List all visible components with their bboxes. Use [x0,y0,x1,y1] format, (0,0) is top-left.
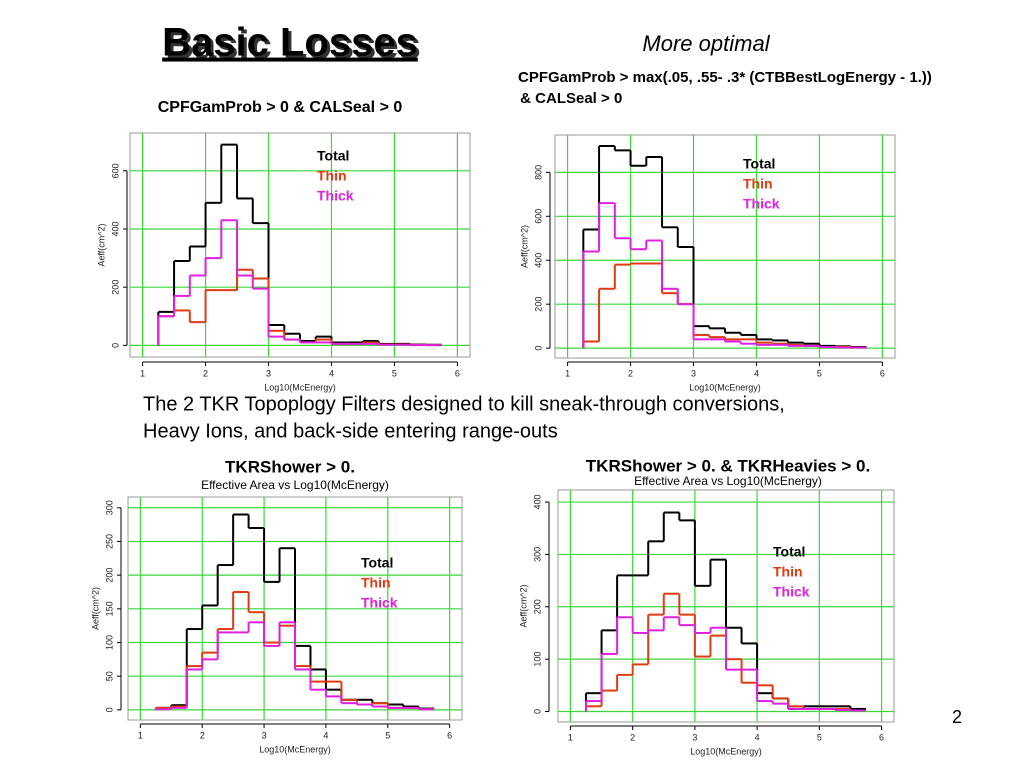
y-tick-label: 0 [110,343,120,348]
legend-entry: Thin [773,564,803,580]
y-tick-label: 200 [533,297,543,312]
x-tick-label: 4 [329,368,334,378]
x-tick-label: 6 [455,368,460,378]
body-line: The 2 TKR Topoplogy Filters designed to … [143,393,785,415]
x-tick-label: 4 [323,730,328,740]
x-tick-label: 5 [392,368,397,378]
body-line: Heavy Ions, and back-side entering range… [143,420,558,442]
chart-title: & CALSeal > 0 [516,90,622,107]
legend-entry: Thin [317,168,347,184]
y-axis-label: Aeff(cm^2) [518,584,528,627]
y-tick-label: 200 [532,599,542,614]
y-tick-label: 300 [532,547,542,562]
y-tick-label: 200 [110,280,120,295]
x-axis-label: Log10(McEnergy) [690,746,762,756]
y-tick-label: 600 [533,209,543,224]
chart-title: TKRShower > 0. [225,457,355,476]
y-tick-label: 100 [104,635,114,650]
slide-title: Basic Losses [162,21,418,65]
x-tick-label: 2 [628,368,633,378]
y-tick-label: 0 [104,707,114,712]
y-axis-label: Aeff(cm^2) [96,223,106,266]
x-tick-label: 5 [817,368,822,378]
slide-title-shadow: Basic Losses [165,24,421,68]
y-tick-label: 400 [110,221,120,236]
x-tick-label: 3 [692,732,697,742]
x-tick-label: 6 [880,368,885,378]
x-tick-label: 6 [879,732,884,742]
legend-entry: Total [743,156,775,172]
x-tick-label: 3 [262,730,267,740]
plot-frame [557,489,895,723]
note: More optimal [642,31,770,56]
x-tick-label: 4 [754,368,759,378]
legend-entry: Thick [743,196,780,212]
legend-entry: Thick [361,595,398,611]
y-axis-label: Aeff(cm^2) [90,587,100,630]
x-tick-label: 2 [630,732,635,742]
x-tick-label: 5 [385,730,390,740]
y-axis-label: Aeff(cm^2) [519,225,529,268]
x-tick-label: 5 [817,732,822,742]
y-tick-label: 800 [533,165,543,180]
chart-title: TKRShower > 0. & TKRHeavies > 0. [586,456,870,475]
y-tick-label: 0 [532,709,542,714]
legend-entry: Thick [773,584,810,600]
x-tick-label: 2 [200,730,205,740]
y-tick-label: 300 [104,500,114,515]
x-axis-label: Log10(McEnergy) [689,382,761,392]
chart-title: CPFGamProb > 0 & CALSeal > 0 [158,99,403,116]
y-tick-label: 150 [104,601,114,616]
plot-frame [554,134,896,359]
legend-entry: Total [317,148,349,164]
y-tick-label: 50 [104,671,114,681]
x-tick-label: 4 [755,732,760,742]
page-number: 2 [952,707,962,727]
chart-subtitle: Effective Area vs Log10(McEnergy) [634,474,822,488]
legend-entry: Thin [361,575,391,591]
x-tick-label: 1 [565,368,570,378]
legend-entry: Thick [317,188,354,204]
y-tick-label: 400 [532,495,542,510]
chart-subtitle: Effective Area vs Log10(McEnergy) [201,478,389,492]
y-tick-label: 250 [104,534,114,549]
x-tick-label: 1 [138,730,143,740]
legend-entry: Thin [743,176,773,192]
y-tick-label: 600 [110,163,120,178]
y-tick-label: 0 [533,346,543,351]
x-axis-label: Log10(McEnergy) [264,382,336,392]
y-tick-label: 100 [532,652,542,667]
x-tick-label: 1 [568,732,573,742]
legend-entry: Total [773,544,805,560]
x-axis-label: Log10(McEnergy) [259,744,331,754]
legend-entry: Total [361,555,393,571]
plot-frame [129,132,471,358]
x-tick-label: 3 [266,368,271,378]
y-tick-label: 200 [104,568,114,583]
x-tick-label: 3 [691,368,696,378]
x-tick-label: 6 [447,730,452,740]
x-tick-label: 2 [203,368,208,378]
x-tick-label: 1 [140,368,145,378]
chart-title: CPFGamProb > max(.05, .55- .3* (CTBBestL… [518,69,932,86]
y-tick-label: 400 [533,253,543,268]
